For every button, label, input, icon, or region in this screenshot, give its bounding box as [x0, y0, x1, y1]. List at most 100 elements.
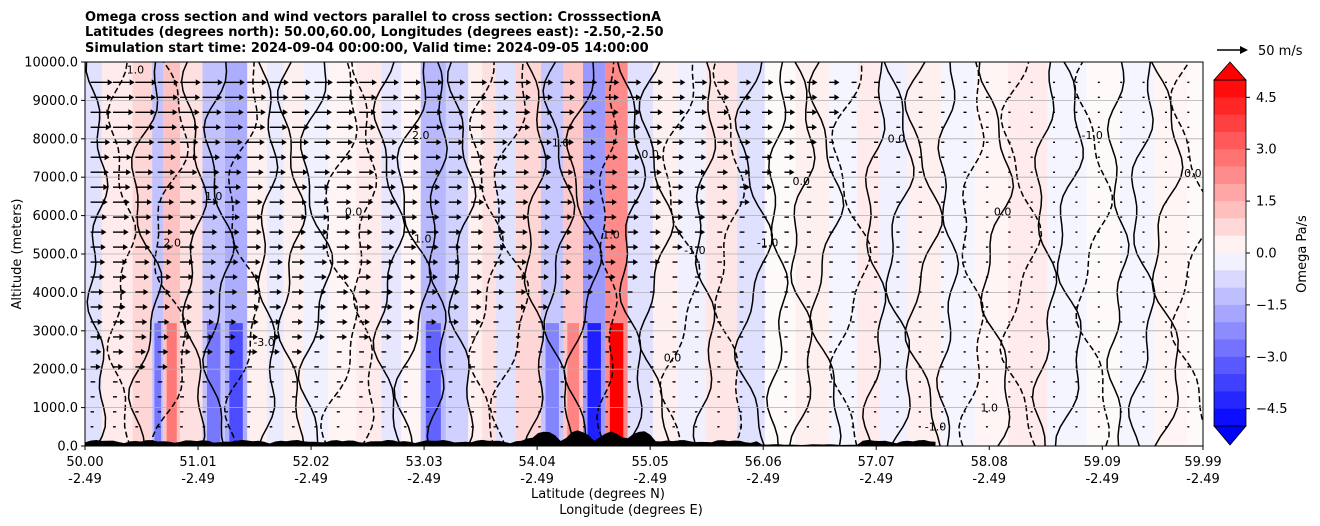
x-tick-label-latitude: 59.99 — [1184, 455, 1221, 470]
wind-vector-head — [369, 169, 375, 176]
omega-column-core — [567, 323, 580, 446]
wind-vector-head — [613, 124, 619, 131]
wind-vector-head — [481, 94, 487, 101]
wind-vector-head — [230, 348, 236, 355]
wind-vector-head — [834, 94, 840, 101]
wind-vector-head — [789, 139, 795, 146]
wind-vector-head — [745, 154, 751, 161]
wind-vector-head — [501, 199, 507, 206]
wind-vector-head — [327, 79, 333, 86]
colorbar-tick-label: 1.5 — [1256, 195, 1277, 210]
wind-vector-head — [476, 289, 482, 296]
wind-vector-head — [523, 214, 529, 221]
wind-vector-head — [121, 289, 127, 296]
wind-vector-head — [237, 139, 243, 146]
wind-vector-head — [343, 303, 349, 310]
wind-vector-head — [591, 124, 597, 131]
wind-vector-head — [277, 259, 283, 266]
wind-vector-head — [392, 124, 398, 131]
wind-vector-head — [589, 229, 595, 236]
wind-vector-head — [191, 199, 197, 206]
wind-vector-head — [388, 274, 394, 281]
wind-vector-head — [389, 244, 395, 251]
wind-vector-head — [186, 333, 192, 340]
y-tick-label: 10000.0 — [24, 56, 78, 71]
wind-vector-head — [370, 124, 376, 131]
wind-vector-head — [789, 169, 795, 176]
wind-vector-head — [434, 199, 440, 206]
wind-vector-head — [408, 333, 414, 340]
wind-vector-head — [567, 214, 573, 221]
wind-vector-head — [106, 109, 112, 116]
wind-vector-head — [281, 139, 287, 146]
wind-vector-head — [239, 79, 245, 86]
wind-vector-head — [525, 94, 531, 101]
title-line-3: Simulation start time: 2024-09-04 00:00:… — [85, 41, 649, 56]
wind-vector-head — [165, 289, 171, 296]
wind-vector-head — [613, 139, 619, 146]
wind-vector-head — [259, 154, 265, 161]
wind-vector-head — [504, 79, 510, 86]
contour-label: -3.0 — [253, 336, 274, 349]
wind-vector-head — [365, 303, 371, 310]
wind-vector-head — [122, 259, 128, 266]
wind-vector-head — [123, 229, 129, 236]
wind-vector-head — [458, 139, 464, 146]
wind-vector-head — [208, 333, 214, 340]
wind-vector-head — [522, 244, 528, 251]
wind-vector-head — [342, 333, 348, 340]
wind-vector-head — [280, 184, 286, 191]
wind-vector-head — [253, 318, 259, 325]
wind-vector-head — [655, 259, 661, 266]
wind-vector-head — [569, 94, 575, 101]
wind-vector-head — [238, 124, 244, 131]
y-tick-label: 3000.0 — [33, 324, 79, 339]
wind-vector-head — [389, 229, 395, 236]
wind-vector-head — [432, 289, 438, 296]
colorbar-tick-label: 3.0 — [1256, 143, 1277, 158]
wind-vector-head — [233, 244, 239, 251]
wind-vector-head — [302, 169, 308, 176]
wind-vector-head — [305, 79, 311, 86]
wind-vector-head — [545, 214, 551, 221]
wind-vector-head — [364, 333, 370, 340]
x-tick-label-longitude: -2.49 — [68, 472, 102, 487]
y-tick-label: 6000.0 — [33, 209, 79, 224]
wind-vector-head — [545, 199, 551, 206]
wind-vector-head — [677, 244, 683, 251]
wind-vector-head — [143, 289, 149, 296]
wind-vector-head — [499, 274, 505, 281]
wind-vector-head — [195, 94, 201, 101]
wind-vector-head — [411, 229, 417, 236]
wind-vector-head — [101, 229, 107, 236]
wind-vector-head — [217, 79, 223, 86]
wind-vector-head — [255, 259, 261, 266]
x-tick-label-longitude: -2.49 — [1085, 472, 1119, 487]
wind-vector-head — [256, 244, 262, 251]
contour-label: 1.0 — [980, 401, 998, 414]
x-tick-label-latitude: 57.07 — [858, 455, 895, 470]
wind-vector-head — [194, 124, 200, 131]
wind-vector-head — [276, 289, 282, 296]
wind-vector-head — [128, 109, 134, 116]
x-tick-label-latitude: 53.03 — [405, 455, 442, 470]
wind-vector-head — [192, 169, 198, 176]
wind-vector-head — [126, 154, 132, 161]
wind-vector-head — [259, 139, 265, 146]
wind-vector-head — [588, 259, 594, 266]
wind-vector-head — [164, 318, 170, 325]
contour-label: 0.0 — [888, 133, 906, 146]
wind-vector-head — [320, 318, 326, 325]
x-tick-label-latitude: 54.04 — [519, 455, 556, 470]
colorbar-band — [1214, 408, 1246, 426]
chart-title: Omega cross section and wind vectors par… — [85, 10, 664, 56]
wind-vector-head — [500, 244, 506, 251]
wind-vector-head — [348, 124, 354, 131]
x-axis-label-latitude: Latitude (degrees N) — [531, 487, 665, 502]
wind-vector-head — [591, 109, 597, 116]
wind-vector-head — [319, 333, 325, 340]
x-tick-label-longitude: -2.49 — [294, 472, 328, 487]
wind-vector-head — [103, 169, 109, 176]
wind-vector-head — [207, 348, 213, 355]
wind-vector-head — [614, 79, 620, 86]
